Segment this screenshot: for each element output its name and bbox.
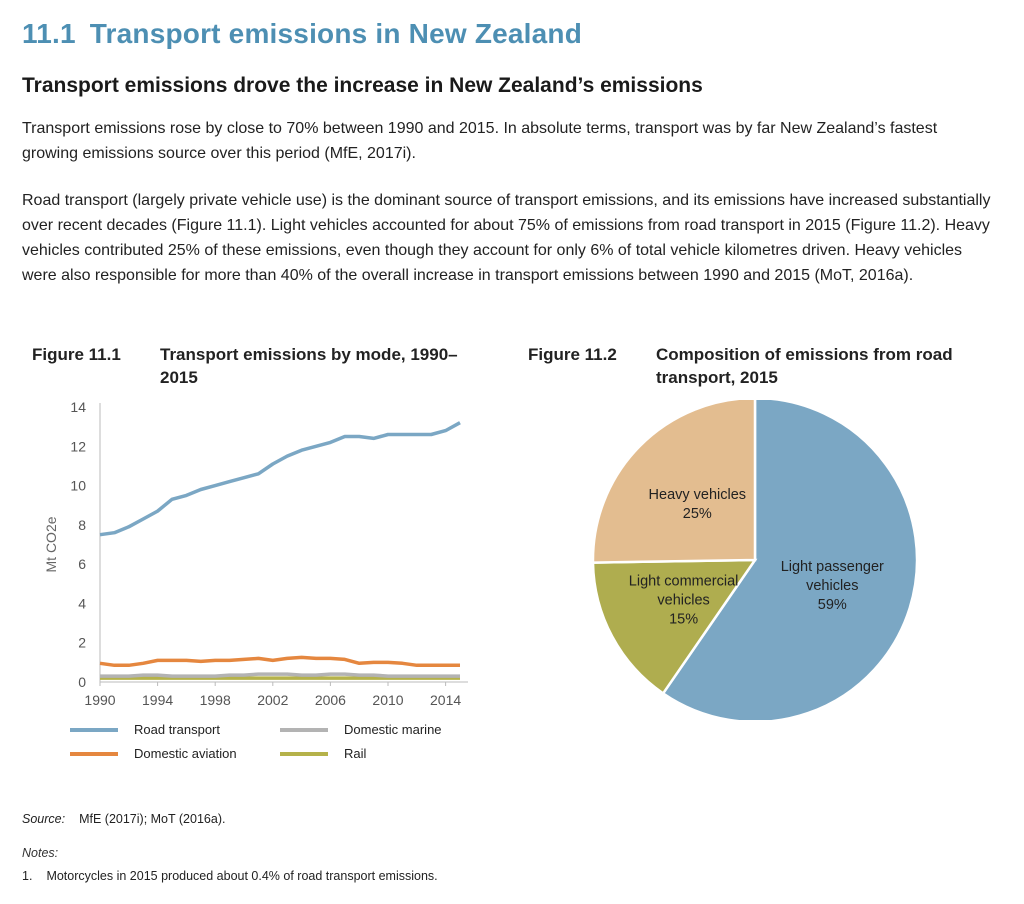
x-tick-label: 1998: [200, 692, 231, 708]
pie-slice-label: vehicles: [657, 592, 709, 608]
legend-label: Rail: [344, 746, 367, 761]
legend-label: Domestic aviation: [134, 746, 237, 761]
y-tick-label: 8: [78, 517, 86, 533]
source-text: MfE (2017i); MoT (2016a).: [79, 812, 226, 826]
y-axis-label: Mt CO2e: [43, 516, 59, 572]
pie-slice-heavy-vehicles: [591, 400, 757, 564]
x-tick-label: 2014: [430, 692, 461, 708]
legend-swatch: [280, 751, 328, 756]
series-line-road-transport: [99, 421, 461, 537]
legend-item-road-transport: Road transport: [70, 722, 220, 737]
y-tick-label: 0: [78, 674, 86, 690]
x-tick-label: 1994: [142, 692, 173, 708]
y-tick-label: 14: [70, 399, 86, 415]
x-tick-label: 1990: [84, 692, 115, 708]
legend-label: Road transport: [134, 722, 220, 737]
y-tick-label: 4: [78, 595, 86, 611]
series-line-domestic-aviation: [99, 655, 460, 668]
figure-11-1-caption: Figure 11.1 Transport emissions by mode,…: [32, 343, 472, 393]
transport-emissions-line-chart: 0 2 4 6 8 10 12 14 1990 1994 1998 2002 2006 2010 2014 M…: [43, 399, 468, 708]
figure-11-2-caption: Figure 11.2 Composition of emissions fro…: [528, 343, 988, 393]
notes-label: Notes:: [22, 846, 59, 860]
series-line-domestic-marine: [100, 672, 460, 678]
legend-item-domestic-aviation: Domestic aviation: [70, 746, 237, 761]
subheading: Transport emissions drove the increase i…: [22, 74, 703, 97]
pie-slice-label: 15%: [669, 611, 698, 627]
legend-label: Domestic marine: [344, 722, 442, 737]
pie-slice-light-passenger-vehicles: [661, 400, 919, 720]
paragraph-1: Transport emissions rose by close to 70%…: [22, 120, 938, 162]
x-tick-label: 2006: [315, 692, 346, 708]
line-chart-legend: Road transport Domestic marine Domestic …: [70, 722, 510, 772]
legend-item-rail: Rail: [280, 746, 366, 761]
y-tick-label: 12: [70, 438, 86, 454]
y-tick-label: 2: [78, 635, 86, 651]
pie-slice-light-commercial-vehicles: [591, 558, 758, 696]
paragraph-2: Road transport (largely private vehicle …: [22, 192, 991, 284]
section-title: 11.1 Transport emissions in New Zealand: [22, 18, 582, 50]
figure-title: Composition of emissions from road trans…: [656, 345, 953, 387]
note-item: 1. Motorcycles in 2015 produced about 0.4…: [22, 869, 438, 883]
note-text: Motorcycles in 2015 produced about 0.4% …: [46, 869, 438, 883]
section-title-text: Transport emissions in New Zealand: [89, 18, 583, 49]
y-tick-label: 10: [70, 478, 86, 494]
legend-item-domestic-marine: Domestic marine: [280, 722, 442, 737]
pie-slice-label: Light commercial: [629, 573, 739, 589]
pie-slice-label: 25%: [683, 506, 712, 522]
pie-slice-label: Light passenger: [781, 559, 884, 575]
x-tick-label: 2010: [372, 692, 403, 708]
figure-label: Figure 11.2: [528, 345, 617, 364]
x-tick-label: 2002: [257, 692, 288, 708]
source-line: Source: MfE (2017i); MoT (2016a).: [22, 812, 225, 826]
section-number: 11.1: [22, 18, 76, 49]
legend-swatch: [70, 727, 118, 732]
pie-slice-label: 59%: [818, 597, 847, 613]
figure-label: Figure 11.1: [32, 345, 121, 364]
road-emissions-pie-chart: Light passenger vehicles 59% Light commerci…: [591, 400, 919, 720]
note-number: 1.: [22, 869, 33, 883]
y-tick-label: 6: [78, 556, 86, 572]
legend-swatch: [70, 751, 118, 756]
source-label: Source:: [22, 812, 66, 826]
legend-swatch: [280, 727, 328, 732]
figure-title: Transport emissions by mode, 1990–2015: [160, 345, 458, 387]
pie-slice-label: vehicles: [806, 578, 858, 594]
pie-slice-label: Heavy vehicles: [649, 487, 747, 503]
